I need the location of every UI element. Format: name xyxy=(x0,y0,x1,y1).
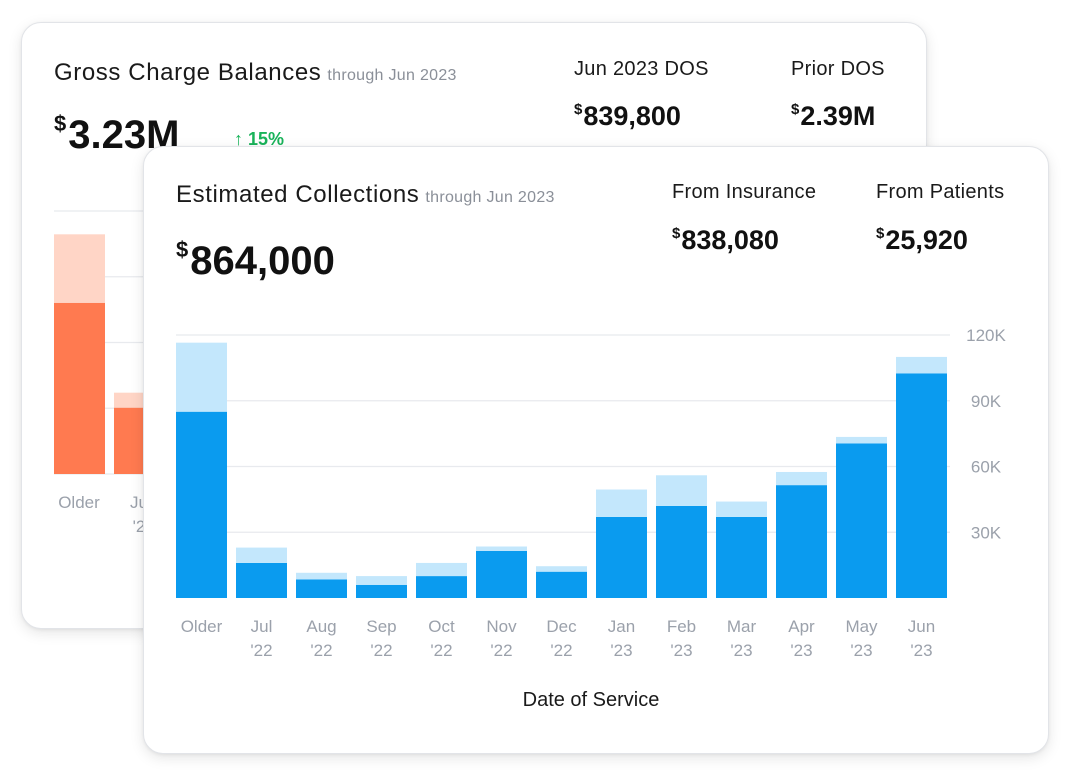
gross-currency: $ xyxy=(54,111,67,136)
x-tick-label: Older xyxy=(58,493,100,512)
x-tick-label: Jan xyxy=(608,617,635,636)
x-tick-label-year: '23 xyxy=(790,641,812,660)
patients-label: From Patients xyxy=(876,181,1005,203)
x-tick-label: Sep xyxy=(366,617,396,636)
x-tick-label-year: '22 xyxy=(250,641,272,660)
bar-patients xyxy=(776,471,827,486)
gross-stat1-value: $839,800 xyxy=(574,101,681,132)
bar-patients xyxy=(656,475,707,506)
bar-insurance xyxy=(356,584,407,598)
collections-title: Estimated Collections through Jun 2023 xyxy=(176,181,555,209)
bar-patients xyxy=(896,356,947,374)
x-tick-label-year: '23 xyxy=(910,641,932,660)
gross-stat1-label: Jun 2023 DOS xyxy=(574,58,709,80)
bar-patients xyxy=(176,342,227,412)
gross-title: Gross Charge Balances through Jun 2023 xyxy=(54,59,457,87)
gross-stat2-number: 2.39M xyxy=(800,101,876,131)
x-tick-label: Older xyxy=(181,617,223,636)
bar-insurance xyxy=(476,550,527,598)
bar-gross-prior xyxy=(54,234,105,303)
bar-insurance xyxy=(836,443,887,598)
collections-total-value: 864,000 xyxy=(190,239,335,283)
bar-insurance xyxy=(176,411,227,598)
x-tick-label-year: '22 xyxy=(550,641,572,660)
gross-change-badge: ↑ 15% xyxy=(234,129,285,149)
x-axis-title: Date of Service xyxy=(522,689,660,711)
y-tick-label: 30K xyxy=(971,523,1002,542)
gross-stat1-number: 839,800 xyxy=(583,101,681,131)
collections-total: $864,000 xyxy=(176,237,335,284)
y-tick-label: 60K xyxy=(971,458,1002,477)
y-tick-label: 90K xyxy=(971,392,1002,411)
x-tick-label: Jun xyxy=(908,617,935,636)
collections-chart: 30K 60K 90K 120K Older Jul '22 Aug '22 Sep '22 Oct '… xyxy=(176,326,1007,660)
x-tick-label-year: '22 xyxy=(490,641,512,660)
x-tick-label: Nov xyxy=(486,617,517,636)
bar-patients xyxy=(596,489,647,517)
bar-insurance xyxy=(896,373,947,598)
x-tick-label: Aug xyxy=(306,617,336,636)
x-tick-label-year: '2 xyxy=(133,517,146,536)
bar-insurance xyxy=(716,516,767,598)
patients-value: $25,920 xyxy=(876,225,968,256)
insurance-number: 838,080 xyxy=(681,225,779,255)
bar-patients xyxy=(536,566,587,572)
bar-patients xyxy=(716,501,767,517)
bar-insurance xyxy=(596,516,647,598)
bar-insurance xyxy=(536,571,587,598)
bar-patients xyxy=(476,546,527,551)
bar-patients xyxy=(836,436,887,444)
bar-insurance xyxy=(416,576,467,598)
x-tick-label-year: '23 xyxy=(730,641,752,660)
x-tick-label-year: '23 xyxy=(670,641,692,660)
x-tick-label-year: '22 xyxy=(370,641,392,660)
gross-stat2-value: $2.39M xyxy=(791,101,875,132)
bar-patients xyxy=(296,572,347,580)
x-tick-label-year: '22 xyxy=(310,641,332,660)
x-tick-label: Mar xyxy=(727,617,757,636)
collections-subtitle: through Jun 2023 xyxy=(425,189,555,206)
x-tick-label: Feb xyxy=(667,617,696,636)
bar-insurance xyxy=(776,485,827,598)
insurance-value: $838,080 xyxy=(672,225,779,256)
bar-patients xyxy=(356,576,407,585)
bar-gross-current xyxy=(54,302,105,474)
bar-insurance xyxy=(296,579,347,598)
x-tick-label: Dec xyxy=(546,617,577,636)
estimated-collections-card: Estimated Collections through Jun 2023 $8… xyxy=(143,146,1049,754)
y-tick-label: 120K xyxy=(966,326,1006,345)
collections-title-text: Estimated Collections xyxy=(176,181,420,208)
gross-stat1-currency: $ xyxy=(574,101,583,118)
patients-number: 25,920 xyxy=(885,225,968,255)
insurance-label: From Insurance xyxy=(672,181,817,203)
gross-stat2-label: Prior DOS xyxy=(791,58,885,80)
bar-patients xyxy=(236,547,287,563)
patients-currency: $ xyxy=(876,225,885,242)
x-tick-label: May xyxy=(845,617,878,636)
bar-insurance xyxy=(656,505,707,598)
x-tick-label: Oct xyxy=(428,617,455,636)
gross-subtitle: through Jun 2023 xyxy=(327,67,457,84)
x-tick-label-year: '22 xyxy=(430,641,452,660)
gross-title-text: Gross Charge Balances xyxy=(54,59,322,86)
x-tick-label-year: '23 xyxy=(850,641,872,660)
bar-insurance xyxy=(236,562,287,598)
x-tick-label: Apr xyxy=(788,617,815,636)
x-tick-label-year: '23 xyxy=(610,641,632,660)
collections-currency: $ xyxy=(176,237,189,262)
x-tick-label: Jul xyxy=(251,617,273,636)
gross-stat2-currency: $ xyxy=(791,101,800,118)
insurance-currency: $ xyxy=(672,225,681,242)
bar-patients xyxy=(416,562,467,577)
